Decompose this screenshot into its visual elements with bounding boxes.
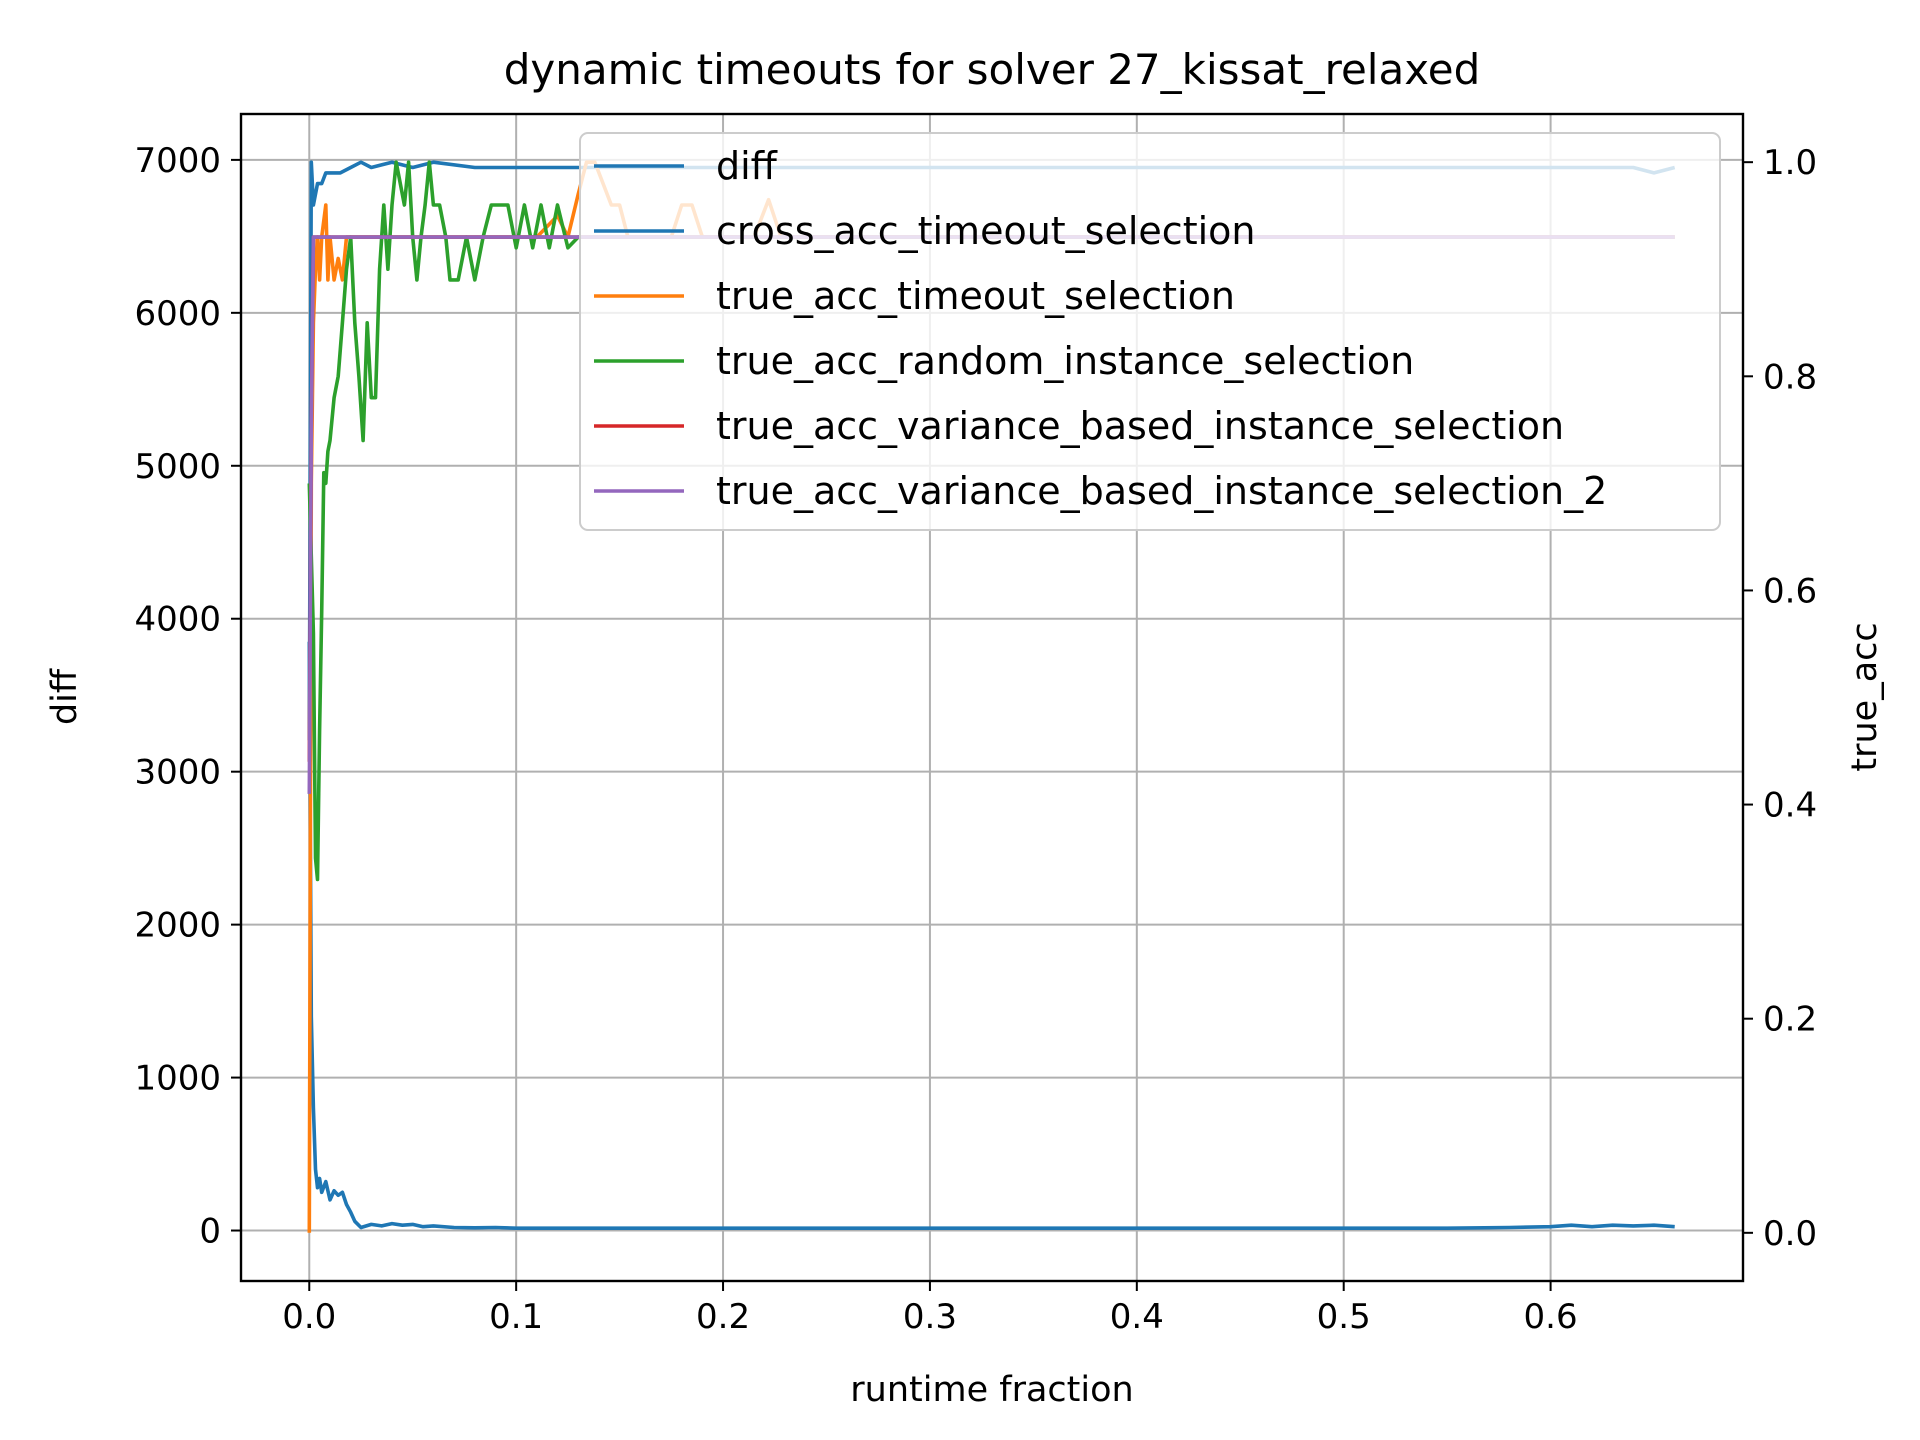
y-left-axis-ticks: 0 1000 2000 3000 4000 5000 6000 7000 [134, 141, 241, 1252]
chart-title: dynamic timeouts for solver 27_kissat_re… [504, 45, 1481, 94]
plot-frame [239, 112, 1745, 1283]
x-tick-label: 0.2 [696, 1297, 750, 1337]
x-tick-label: 0.6 [1524, 1297, 1578, 1337]
y-left-tick-label: 5000 [134, 447, 221, 487]
y-right-tick-label: 1.0 [1763, 143, 1817, 183]
chart-legend: diff cross_acc_timeout_selection true_acc_… [579, 132, 1721, 531]
y-left-tick-label: 1000 [134, 1059, 221, 1099]
series-line-true-acc-random-instance-selection [307, 160, 1675, 882]
y-right-tick-label: 0.0 [1763, 1214, 1817, 1254]
x-tick-label: 0.4 [1110, 1297, 1164, 1337]
x-tick-label: 0.0 [282, 1297, 336, 1337]
legend-label: diff [716, 144, 778, 188]
x-tick-label: 0.1 [489, 1297, 543, 1337]
series-line-diff [307, 641, 1675, 1230]
legend-label: true_acc_variance_based_instance_selecti… [716, 469, 1607, 513]
y-right-axis-label: true_acc [1845, 622, 1885, 771]
legend-label: true_acc_random_instance_selection [716, 339, 1414, 383]
x-tick-label: 0.5 [1317, 1297, 1371, 1337]
x-axis-label: runtime fraction [850, 1370, 1133, 1410]
y-left-tick-label: 6000 [134, 294, 221, 334]
y-left-tick-label: 7000 [134, 141, 221, 181]
legend-label: true_acc_variance_based_instance_selecti… [716, 404, 1564, 448]
x-axis-ticks: 0.0 0.1 0.2 0.3 0.4 0.5 0.6 [282, 1281, 1578, 1337]
y-right-tick-label: 0.6 [1763, 571, 1817, 611]
y-right-axis-ticks: 0.0 0.2 0.4 0.6 0.8 1.0 [1743, 143, 1817, 1254]
legend-label: cross_acc_timeout_selection [716, 209, 1255, 253]
y-left-axis-label: diff [45, 668, 85, 725]
y-right-tick-label: 0.4 [1763, 786, 1817, 826]
legend-box [579, 132, 1721, 531]
legend-label: true_acc_timeout_selection [716, 274, 1235, 318]
y-right-tick-label: 0.2 [1763, 1000, 1817, 1040]
y-left-tick-label: 4000 [134, 600, 221, 640]
y-left-tick-label: 3000 [134, 753, 221, 793]
y-left-tick-label: 2000 [134, 906, 221, 946]
y-right-tick-label: 0.8 [1763, 357, 1817, 397]
y-left-tick-label: 0 [199, 1212, 221, 1252]
x-tick-label: 0.3 [903, 1297, 957, 1337]
